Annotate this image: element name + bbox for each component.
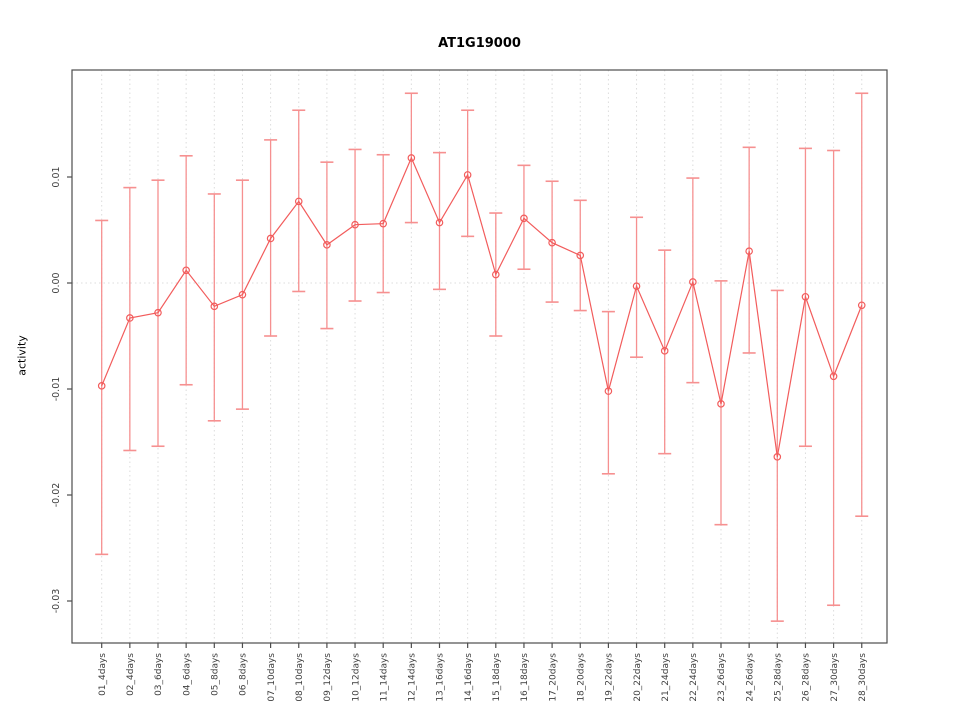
y-tick-label: -0.03: [51, 589, 62, 614]
data-point: [548, 238, 556, 247]
x-tick-label: 15_18days: [492, 653, 502, 702]
data-line: [101, 156, 863, 457]
y-tick-label: -0.02: [51, 483, 62, 508]
y-tick-label: -0.01: [51, 377, 62, 402]
x-tick-label: 19_22days: [605, 653, 615, 702]
x-tick-label: 26_28days: [802, 653, 812, 702]
x-tick-label: 27_30days: [830, 653, 840, 702]
data-point: [407, 154, 416, 162]
data-point: [632, 282, 641, 290]
data-point: [379, 219, 388, 228]
x-tick-label: 25_28days: [774, 653, 784, 702]
x-tick-label: 28_30days: [858, 653, 868, 702]
x-tick-label: 05_8days: [211, 653, 221, 696]
x-tick-label: 07_10days: [267, 653, 277, 702]
data-point: [463, 171, 472, 179]
data-point: [435, 218, 444, 227]
x-tick-label: 20_22days: [633, 653, 643, 702]
data-point: [154, 308, 162, 317]
x-tick-label: 13_16days: [436, 653, 446, 702]
x-tick-label: 16_18days: [520, 653, 530, 702]
data-point: [660, 347, 669, 355]
data-point: [576, 251, 585, 260]
data-point: [689, 278, 697, 286]
x-tick-label: 08_10days: [295, 653, 305, 702]
data-point: [294, 197, 303, 206]
data-point: [323, 241, 331, 249]
x-tick-label: 12_14days: [408, 653, 418, 702]
data-point: [604, 387, 613, 395]
x-tick-label: 11_14days: [379, 653, 389, 702]
data-point: [238, 290, 247, 299]
data-point: [801, 292, 810, 301]
plot-border: [71, 69, 888, 644]
x-tick-label: 02_4days: [126, 653, 136, 696]
x-tick-label: 14_16days: [464, 653, 474, 702]
x-tick-label: 18_20days: [576, 653, 586, 702]
y-tick-label: 0.00: [51, 272, 62, 293]
data-point: [97, 382, 106, 390]
data-point: [520, 214, 528, 223]
x-tick-label: 03_6days: [154, 653, 164, 696]
x-tick-label: 22_24days: [689, 653, 699, 702]
x-tick-label: 04_6days: [182, 653, 192, 696]
data-point: [773, 453, 782, 461]
chart-title: AT1G19000: [438, 36, 521, 51]
x-tick-label: 10_12days: [351, 653, 361, 702]
x-tick-label: 01_4days: [98, 653, 108, 696]
x-tick-label: 09_12days: [323, 653, 333, 702]
data-point: [182, 266, 190, 275]
data-point: [266, 234, 275, 243]
data-point: [745, 247, 753, 256]
y-axis-label: activity: [15, 335, 29, 376]
x-tick-label: 23_26days: [717, 653, 727, 702]
x-tick-label: 06_8days: [239, 653, 249, 696]
data-point: [829, 372, 838, 381]
x-tick-label: 21_24days: [661, 653, 671, 702]
data-point: [351, 220, 359, 229]
data-point: [491, 270, 500, 279]
y-tick-label: 0.01: [51, 166, 62, 187]
x-tick-label: 17_20days: [548, 653, 558, 702]
data-point: [210, 302, 219, 311]
data-point: [126, 314, 134, 322]
data-point: [857, 301, 866, 310]
x-tick-label: 24_26days: [745, 653, 755, 702]
data-point: [717, 400, 725, 408]
